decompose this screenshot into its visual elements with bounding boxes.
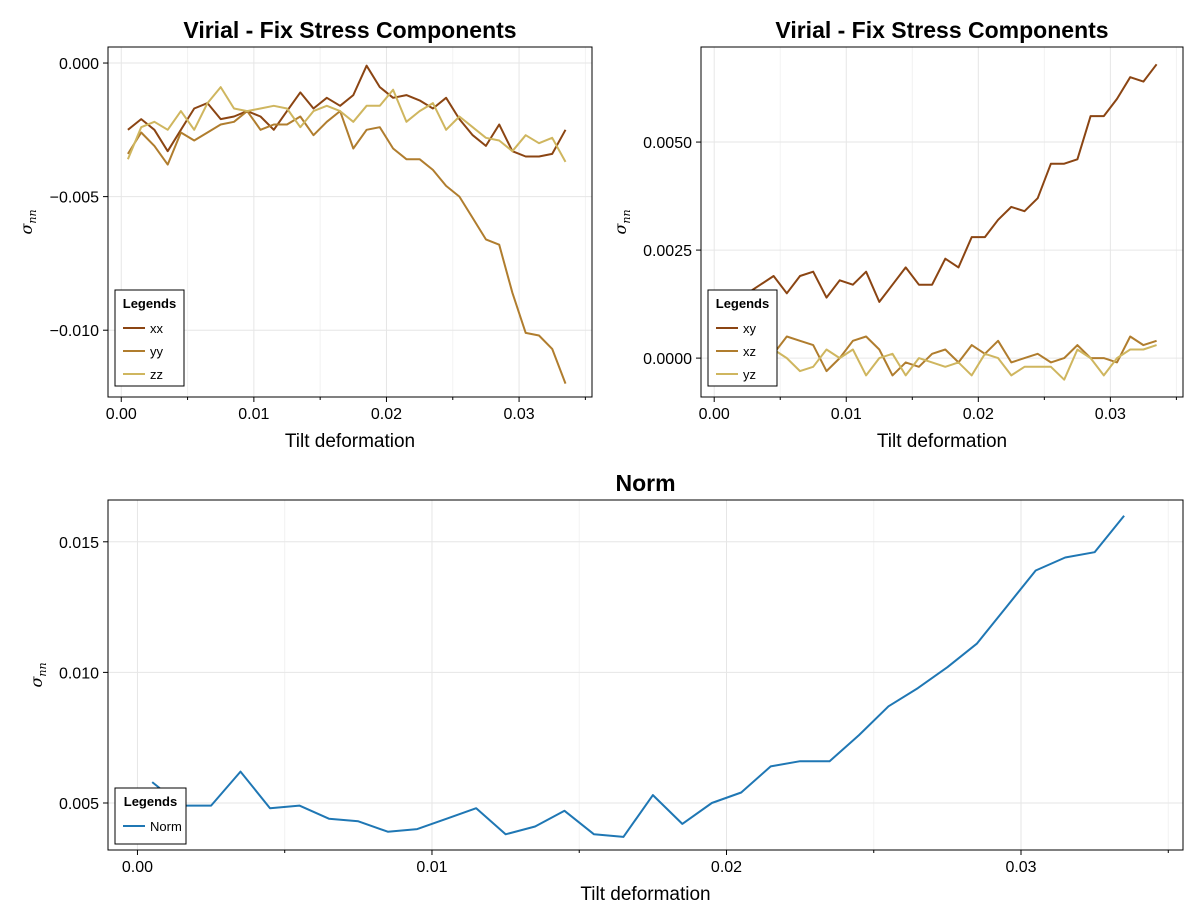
legend-title: Legends xyxy=(124,794,177,809)
legend-label-zz: zz xyxy=(150,367,163,382)
legend-label-xz: xz xyxy=(743,344,756,359)
x-tick-label: 0.02 xyxy=(963,406,994,423)
y-tick-label: 0.0000 xyxy=(643,351,692,368)
y-tick-label: 0.0025 xyxy=(643,243,692,260)
y-tick-label: −0.005 xyxy=(50,190,99,207)
legend: Legends xy xz yz xyxy=(707,289,778,387)
x-tick-label: 0.02 xyxy=(711,859,742,876)
y-axis-label: σnn xyxy=(27,662,49,687)
y-tick-label: −0.010 xyxy=(50,323,99,340)
chart-panel-1: 0.00 0.01 0.02 0.03 0.000 −0.005 −0.010 Virial … xyxy=(17,17,593,452)
y-tick-label: 0.005 xyxy=(59,796,99,813)
series-line-xx xyxy=(127,64,567,158)
x-tick-label: 0.02 xyxy=(371,406,402,423)
chart-panel-2: 0.00 0.01 0.02 0.03 0.0000 0.0025 0.0050 Virial… xyxy=(611,17,1184,452)
chart-panel-3: 0.00 0.01 0.02 0.03 0.005 0.010 0.015 Norm Tilt … xyxy=(27,470,1184,905)
x-tick-label: 0.01 xyxy=(238,406,269,423)
series-line-yz xyxy=(720,344,1157,381)
y-tick-label: 0.015 xyxy=(59,535,99,552)
legend-label-xx: xx xyxy=(150,321,164,336)
x-tick-label: 0.00 xyxy=(699,406,730,423)
x-axis-label: Tilt deformation xyxy=(877,431,1007,452)
series-line-xz xyxy=(720,335,1157,377)
series-line-zz xyxy=(126,86,567,163)
legend-label-Norm: Norm xyxy=(150,819,182,834)
series-line-yy xyxy=(127,110,567,384)
x-axis-label: Tilt deformation xyxy=(285,431,415,452)
legend-label-yy: yy xyxy=(150,344,164,359)
chart-title: Virial - Fix Stress Components xyxy=(775,17,1108,43)
x-tick-label: 0.03 xyxy=(1095,406,1126,423)
legend: Legends xx yy zz xyxy=(114,289,185,387)
plot-frame xyxy=(700,46,1184,398)
y-axis-label: σnn xyxy=(611,209,633,234)
chart-title: Virial - Fix Stress Components xyxy=(183,17,516,43)
legend: Legends Norm xyxy=(114,787,187,845)
series-line-xy xyxy=(720,63,1158,303)
legend-box xyxy=(114,787,187,845)
x-tick-label: 0.01 xyxy=(831,406,862,423)
x-tick-label: 0.03 xyxy=(503,406,534,423)
y-tick-label: 0.0050 xyxy=(643,135,692,152)
legend-box xyxy=(707,289,778,387)
series-line-Norm xyxy=(151,515,1125,838)
x-tick-label: 0.00 xyxy=(122,859,153,876)
plot-frame xyxy=(107,46,593,398)
x-tick-label: 0.03 xyxy=(1005,859,1036,876)
y-tick-label: 0.010 xyxy=(59,665,99,682)
plot-frame xyxy=(107,499,1184,851)
x-tick-label: 0.01 xyxy=(416,859,447,876)
y-tick-label: 0.000 xyxy=(59,56,99,73)
legend-label-yz: yz xyxy=(743,367,756,382)
legend-title: Legends xyxy=(716,296,769,311)
x-axis-label: Tilt deformation xyxy=(580,884,710,905)
legend-box xyxy=(114,289,185,387)
chart-title: Norm xyxy=(615,470,675,496)
legend-title: Legends xyxy=(123,296,176,311)
x-tick-label: 0.00 xyxy=(106,406,137,423)
legend-label-xy: xy xyxy=(743,321,757,336)
y-axis-label: σnn xyxy=(17,209,39,234)
